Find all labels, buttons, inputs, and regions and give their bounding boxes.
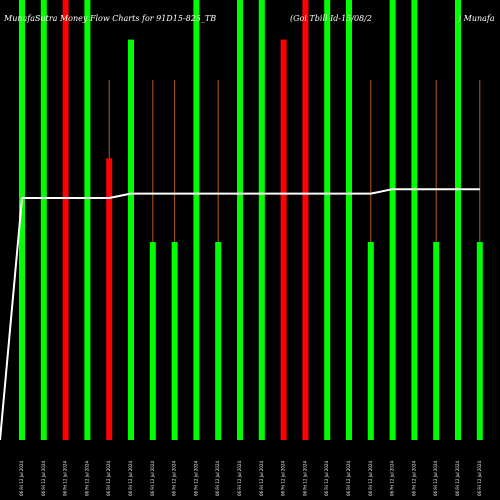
bar bbox=[258, 0, 265, 440]
tick-label: 06 Fri 12 Jul 2024 bbox=[259, 461, 264, 496]
tick-label: 06 Fri 12 Jul 2024 bbox=[19, 461, 24, 496]
bar bbox=[411, 0, 418, 440]
tick-label: 06 Fri 12 Jul 2024 bbox=[106, 461, 111, 496]
bar bbox=[149, 242, 156, 440]
tick-label: 06 Fri 12 Jul 2024 bbox=[302, 461, 307, 496]
tick-label: 06 Fri 12 Jul 2024 bbox=[237, 461, 242, 496]
bar bbox=[215, 242, 222, 440]
tick-label: 06 Fri 12 Jul 2024 bbox=[368, 461, 373, 496]
bar bbox=[280, 39, 287, 440]
tick-label: 06 Fri 12 Jul 2024 bbox=[150, 461, 155, 496]
chart-title-suffix: ) Munafa bbox=[457, 14, 495, 23]
bar bbox=[324, 0, 331, 440]
tick-label: 06 Fri 12 Jul 2024 bbox=[215, 461, 220, 496]
tick-label: 06 Fri 12 Jul 2024 bbox=[390, 461, 395, 496]
bar bbox=[84, 0, 91, 440]
bar-layer bbox=[19, 0, 483, 440]
chart-title-instrument: (Goi Tbill Id-15/08/2 bbox=[290, 14, 372, 23]
bar bbox=[106, 158, 113, 440]
tick-label: 06 Fri 12 Jul 2024 bbox=[41, 461, 46, 496]
bar bbox=[367, 242, 374, 440]
tick-label: 06 Fri 12 Jul 2024 bbox=[477, 461, 482, 496]
bar bbox=[40, 0, 47, 440]
bar bbox=[455, 0, 461, 440]
tick-label: 06 Fri 12 Jul 2024 bbox=[455, 461, 460, 496]
tick-label-layer: 06 Fri 12 Jul 2024 06 Fri 12 Jul 2024 06 F… bbox=[19, 461, 482, 496]
line-layer bbox=[0, 188, 480, 441]
bar bbox=[62, 0, 69, 440]
bar bbox=[476, 242, 483, 440]
tick-label: 06 Fri 12 Jul 2024 bbox=[433, 461, 438, 496]
bar bbox=[128, 39, 134, 440]
tick-label: 06 Fri 12 Jul 2024 bbox=[63, 461, 68, 496]
bar bbox=[302, 0, 309, 440]
bar bbox=[433, 242, 440, 440]
bar bbox=[346, 0, 352, 440]
tick-label: 06 Fri 12 Jul 2024 bbox=[324, 461, 329, 496]
tick-label: 06 Fri 12 Jul 2024 bbox=[281, 461, 286, 496]
tick-label: 06 Fri 12 Jul 2024 bbox=[411, 461, 416, 496]
tick-label: 06 Fri 12 Jul 2024 bbox=[193, 461, 198, 496]
tick-label: 06 Fri 12 Jul 2024 bbox=[128, 461, 133, 496]
bar bbox=[389, 0, 396, 440]
bar bbox=[237, 0, 243, 440]
tick-label: 06 Fri 12 Jul 2024 bbox=[346, 461, 351, 496]
bar bbox=[19, 0, 25, 440]
tick-label: 06 Fri 12 Jul 2024 bbox=[84, 461, 89, 496]
tick-label: 06 Fri 12 Jul 2024 bbox=[172, 461, 177, 496]
chart-title: MunafaSutra Money Flow Charts for 91D15-… bbox=[3, 14, 216, 23]
bar bbox=[193, 0, 200, 440]
bar bbox=[171, 242, 178, 440]
money-flow-line bbox=[0, 188, 480, 441]
